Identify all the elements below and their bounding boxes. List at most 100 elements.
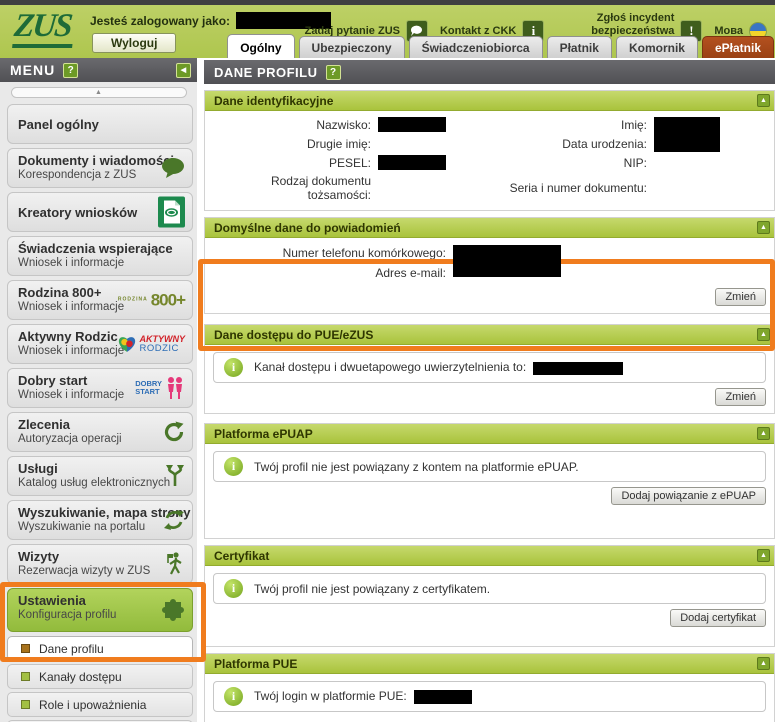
sidebar-main-gutter: [197, 58, 204, 722]
redacted-access-channel: [532, 361, 623, 375]
language-switch[interactable]: Мова: [714, 21, 767, 40]
sidebar-subitem-kanaly-dostepu[interactable]: Kanały dostępu: [7, 664, 193, 689]
dobry-start-logo: DOBRY START: [135, 376, 185, 400]
sidebar-item-aktywny-rodzic[interactable]: Aktywny Rodzic Wniosek i informacje AKTY…: [7, 324, 193, 364]
redacted-pesel: [378, 155, 446, 170]
sidebar-item-uslugi[interactable]: Usługi Katalog usług elektronicznych: [7, 456, 193, 496]
menu-scroll-up[interactable]: ▲: [10, 87, 187, 98]
field-label: Nazwisko:: [316, 118, 371, 132]
role-tabs: Ogólny Ubezpieczony Świadczeniobiorca Pł…: [223, 34, 774, 58]
sidebar-item-kreatory[interactable]: Kreatory wniosków: [7, 192, 193, 232]
section-certificate: Certyfikat ▲ i Twój profil nie jest powi…: [204, 545, 775, 647]
tab-eplatnik[interactable]: ePłatnik: [701, 36, 774, 58]
subitem-bullet-icon: [21, 644, 30, 653]
page-help-icon[interactable]: ?: [325, 64, 341, 80]
header: ZUS Jesteś zalogowany jako: Wyloguj Zada…: [0, 5, 775, 58]
tab-platnik[interactable]: Płatnik: [546, 36, 612, 58]
sidebar-item-ustawienia[interactable]: Ustawienia Konfiguracja profilu: [7, 588, 193, 632]
sidebar: MENU ? ◀ ▲ Panel ogólny Dokumenty i wiad…: [0, 58, 197, 722]
redacted-username: [236, 12, 332, 29]
change-notifications-button[interactable]: Zmień: [715, 288, 766, 306]
field-label: NIP:: [623, 156, 647, 170]
field-label: Data urodzenia:: [562, 137, 647, 151]
zus-logo[interactable]: ZUS: [12, 8, 77, 49]
section-title: Dane dostępu do PUE/eZUS: [214, 327, 374, 342]
add-certificate-button[interactable]: Dodaj certyfikat: [670, 609, 766, 627]
section-title: Platforma ePUAP: [214, 426, 313, 441]
sidebar-subitem-role[interactable]: Role i upoważnienia: [7, 692, 193, 717]
redacted-pue-login: [414, 689, 473, 704]
main-panel: DANE PROFILU ? Dane identyfikacyjne ▲ Na…: [204, 58, 775, 722]
certificate-info-box: i Twój profil nie jest powiązany z certy…: [213, 573, 766, 604]
aktywny-rodzic-logo: AKTYWNY RODZIC: [117, 334, 185, 354]
field-label: Drugie imię:: [306, 137, 371, 151]
add-epuap-link-button[interactable]: Dodaj powiązanie z ePUAP: [611, 487, 766, 505]
section-title: Domyślne dane do powiadomień: [214, 220, 401, 235]
tab-ogolny[interactable]: Ogólny: [227, 34, 295, 58]
collapse-up-icon[interactable]: ▲: [757, 94, 770, 107]
sidebar-item-rodzina-800[interactable]: Rodzina 800+ Wniosek i informacje RODZIN…: [7, 280, 193, 320]
refresh-arrow-icon: [163, 421, 185, 443]
redacted-phone-email: [453, 245, 561, 277]
section-title: Platforma PUE: [214, 656, 298, 671]
collapse-up-icon[interactable]: ▲: [757, 328, 770, 341]
section-identity: Dane identyfikacyjne ▲ Nazwisko: Imię: D…: [204, 90, 775, 211]
identity-fields: Nazwisko: Imię: Drugie imię: Data urodze…: [205, 111, 774, 210]
chat-bubble-icon: [161, 157, 185, 179]
tab-swiadczeniobiorca[interactable]: Świadczeniobiorca: [408, 36, 543, 58]
notification-fields: Numer telefonu komórkowego: Adres e-mail…: [205, 238, 774, 283]
collapse-up-icon[interactable]: ▲: [757, 221, 770, 234]
sidebar-item-wyszukiwanie[interactable]: Wyszukiwanie, mapa strony Wyszukiwanie n…: [7, 500, 193, 540]
recycle-arrows-icon: [163, 509, 185, 531]
rodzina-800-logo: RODZINA 800+: [117, 290, 186, 310]
section-epuap: Platforma ePUAP ▲ i Twój profil nie jest…: [204, 423, 775, 539]
tab-komornik[interactable]: Komornik: [615, 36, 698, 58]
section-title: Certyfikat: [214, 548, 270, 563]
field-label: Imię:: [620, 118, 647, 132]
field-label: Numer telefonu komórkowego:: [282, 246, 446, 260]
logout-button[interactable]: Wyloguj: [92, 33, 177, 53]
change-access-button[interactable]: Zmień: [715, 388, 766, 406]
field-label: Seria i numer dokumentu:: [509, 181, 647, 195]
page-title: DANE PROFILU: [214, 64, 318, 80]
puzzle-icon: [161, 598, 185, 622]
subitem-bullet-icon: [21, 672, 30, 681]
redacted-firstname-birthdate: [654, 117, 720, 152]
sidebar-item-dobry-start[interactable]: Dobry start Wniosek i informacje DOBRY S…: [7, 368, 193, 408]
sidebar-item-panel-ogolny[interactable]: Panel ogólny: [7, 104, 193, 144]
document-icon: [158, 196, 185, 228]
collapse-up-icon[interactable]: ▲: [757, 549, 770, 562]
epuap-info-box: i Twój profil nie jest powiązany z konte…: [213, 451, 766, 482]
info-icon: i: [224, 358, 243, 377]
section-access: Dane dostępu do PUE/eZUS ▲ i Kanał dostę…: [204, 324, 775, 414]
collapse-up-icon[interactable]: ▲: [757, 657, 770, 670]
info-icon: i: [224, 687, 243, 706]
pue-info-box: i Twój login w platformie PUE:: [213, 681, 766, 712]
redacted-lastname: [378, 117, 446, 132]
menu-help-icon[interactable]: ?: [63, 62, 79, 78]
field-label: Adres e-mail:: [375, 266, 446, 280]
walking-person-icon: [165, 552, 185, 576]
sidebar-item-wizyty[interactable]: Wizyty Rezerwacja wizyty w ZUS: [7, 544, 193, 584]
info-icon: i: [224, 579, 243, 598]
sidebar-menu-bar: MENU ? ◀: [0, 58, 197, 82]
menu-title: MENU: [10, 62, 56, 78]
field-label: PESEL:: [328, 156, 371, 170]
section-title: Dane identyfikacyjne: [214, 93, 334, 108]
section-pue: Platforma PUE ▲ i Twój login w platformi…: [204, 653, 775, 722]
branch-arrows-icon: [165, 465, 185, 487]
tab-ubezpieczony[interactable]: Ubezpieczony: [298, 36, 405, 58]
menu-collapse-icon[interactable]: ◀: [176, 62, 191, 78]
login-area: Jesteś zalogowany jako: Wyloguj: [90, 12, 332, 53]
section-notifications: Domyślne dane do powiadomień ▲ Numer tel…: [204, 217, 775, 314]
info-icon: i: [224, 457, 243, 476]
sidebar-subitem-dane-profilu[interactable]: Dane profilu: [7, 636, 193, 661]
subitem-bullet-icon: [21, 700, 30, 709]
sidebar-item-zlecenia[interactable]: Zlecenia Autoryzacja operacji: [7, 412, 193, 452]
sidebar-item-dokumenty[interactable]: Dokumenty i wiadomości Korespondencja z …: [7, 148, 193, 188]
field-label: Rodzaj dokumentu tożsamości:: [270, 174, 371, 202]
collapse-up-icon[interactable]: ▲: [757, 427, 770, 440]
window-top-strip: [0, 0, 775, 5]
sidebar-item-swiadczenia[interactable]: Świadczenia wspierające Wniosek i inform…: [7, 236, 193, 276]
